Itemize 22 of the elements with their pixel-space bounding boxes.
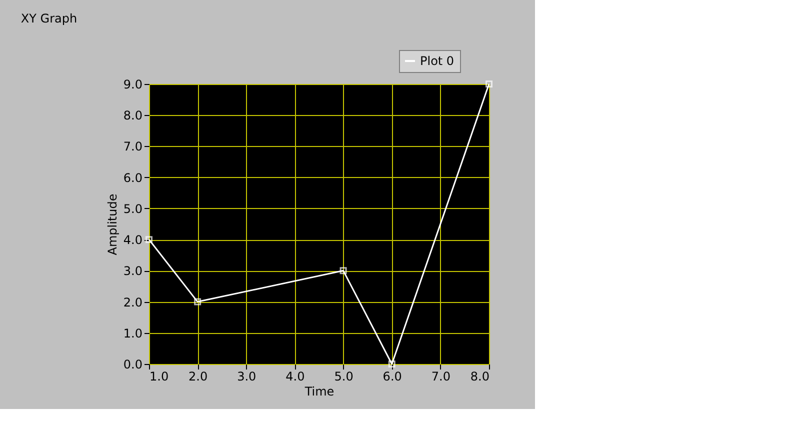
y-tick-label: 8.0 bbox=[123, 108, 142, 123]
y-axis-title: Amplitude bbox=[105, 194, 120, 256]
y-tick-label: 1.0 bbox=[123, 326, 142, 340]
y-tick-label: 9.0 bbox=[123, 78, 142, 92]
y-tick-label: 2.0 bbox=[123, 295, 142, 310]
x-tick-label: 8.0 bbox=[470, 370, 490, 384]
y-tick-label: 7.0 bbox=[123, 140, 142, 154]
x-tick-label: 2.0 bbox=[188, 370, 208, 384]
x-tick-label: 7.0 bbox=[431, 370, 450, 384]
x-tick-label: 5.0 bbox=[334, 370, 354, 384]
x-tick-label: 6.0 bbox=[382, 370, 402, 384]
x-tick-label: 1.0 bbox=[150, 370, 169, 384]
y-tick-label: 5.0 bbox=[123, 202, 142, 216]
y-tick-label: 4.0 bbox=[123, 233, 142, 248]
text: XY Graph bbox=[20, 12, 78, 26]
y-tick-label: 3.0 bbox=[123, 264, 142, 278]
y-tick-label: 6.0 bbox=[123, 170, 142, 185]
x-axis-title: Time bbox=[304, 384, 334, 398]
legend-label: Plot 0 bbox=[420, 54, 454, 68]
x-tick-label: 4.0 bbox=[286, 370, 305, 384]
x-tick-label: 3.0 bbox=[237, 370, 256, 384]
y-tick-label: 0.0 bbox=[123, 358, 142, 372]
